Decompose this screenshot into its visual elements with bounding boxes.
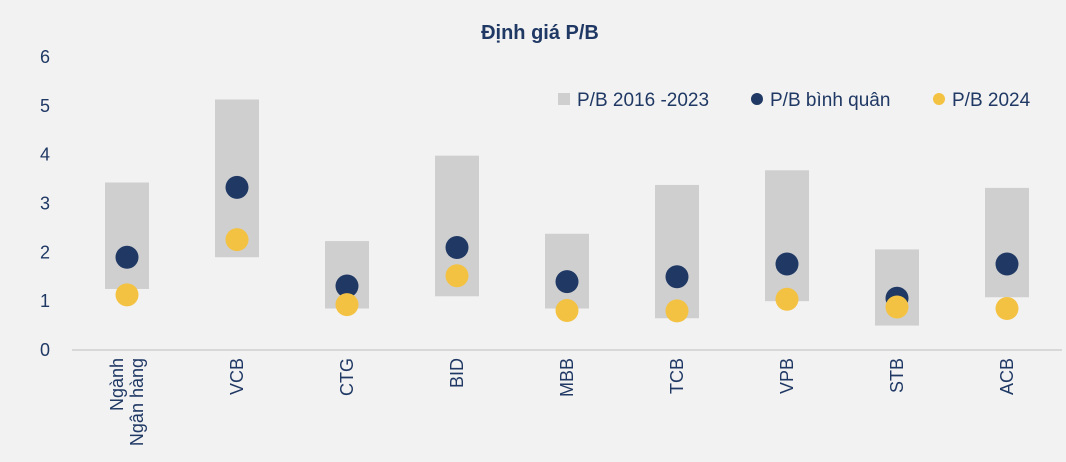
legend-swatch [933,93,945,105]
data-point [225,228,249,252]
legend-label: P/B 2024 [952,90,1031,111]
data-point [335,274,359,298]
y-tick-label: 1 [40,291,50,311]
y-tick-label: 6 [40,47,50,67]
data-point [445,235,469,259]
data-point [335,293,359,317]
range-bar [765,170,809,302]
x-tick-label: ACB [997,358,1017,395]
range-bar [105,182,149,289]
x-tick-label: TCB [667,358,687,394]
data-point [775,287,799,311]
data-point [665,299,689,323]
data-point [885,295,909,319]
x-tick-label: MBB [557,358,577,397]
y-axis: 0 1 2 3 4 5 6 [40,47,50,360]
data-point [225,175,249,199]
data-point [445,264,469,288]
data-point [115,283,139,307]
data-point [995,296,1019,320]
data-point [115,245,139,269]
x-tick-label: VPB [777,358,797,394]
data-point [555,270,579,294]
data-point [665,265,689,289]
x-tick-label: STB [887,358,907,393]
chart-title: Định giá P/B [481,22,599,44]
y-tick-label: 2 [40,242,50,262]
data-point [775,252,799,276]
x-tick-label: Ngành [107,358,127,411]
x-tick-label: CTG [337,358,357,396]
legend-swatch [558,93,570,105]
y-tick-label: 5 [40,96,50,116]
x-axis: Ngành Ngân hàng VCB CTG BID MBB TCB VPB STB ACB [107,358,1017,446]
data-points [115,175,1019,323]
y-tick-label: 4 [40,145,50,165]
y-tick-label: 0 [40,340,50,360]
x-tick-label: BID [447,358,467,388]
legend-swatch [751,93,763,105]
range-bar [985,187,1029,298]
data-point [995,252,1019,276]
x-tick-label: VCB [227,358,247,395]
x-tick-label: Ngân hàng [127,358,147,446]
legend-label: P/B 2016 -2023 [577,90,709,111]
data-point [555,298,579,322]
y-tick-label: 3 [40,194,50,214]
range-bar [655,184,699,319]
legend: P/B 2016 -2023 P/B bình quân P/B 2024 [558,90,1031,111]
legend-label: P/B bình quân [770,90,890,111]
